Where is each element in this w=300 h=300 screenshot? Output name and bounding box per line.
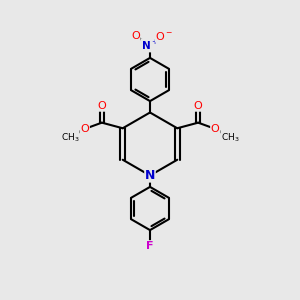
Text: O: O xyxy=(211,124,219,134)
Text: O: O xyxy=(81,124,89,134)
Text: O: O xyxy=(194,101,203,111)
Text: F: F xyxy=(146,241,154,251)
Text: CH$_3$: CH$_3$ xyxy=(221,131,239,144)
Text: O: O xyxy=(131,31,140,41)
Text: O$^-$: O$^-$ xyxy=(155,30,173,42)
Text: O: O xyxy=(98,101,106,111)
Text: N$^+$: N$^+$ xyxy=(141,39,159,52)
Text: CH$_3$: CH$_3$ xyxy=(61,131,79,144)
Text: N: N xyxy=(145,169,155,182)
